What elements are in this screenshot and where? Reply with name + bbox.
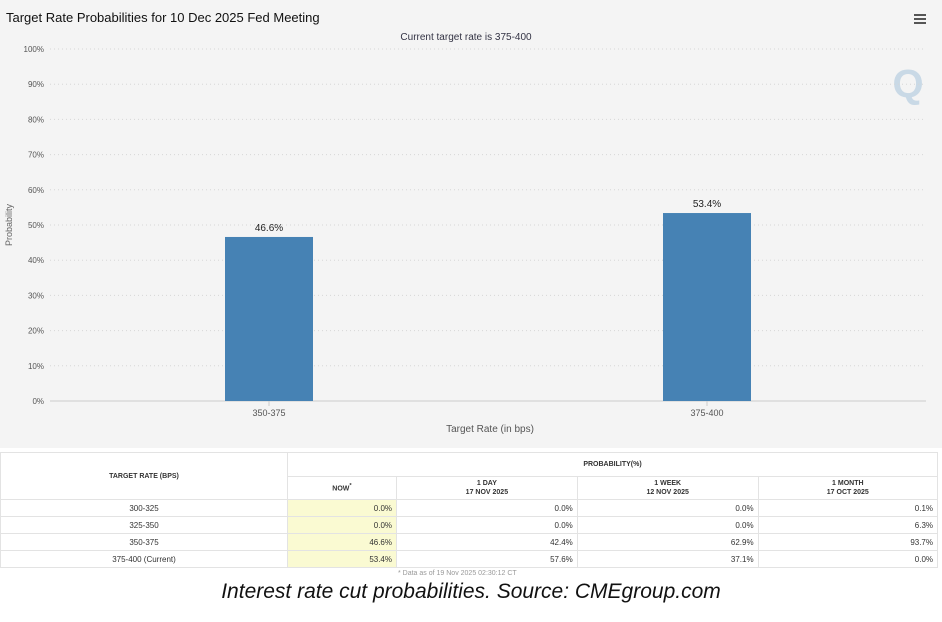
column-header-2: 1 WEEK 12 NOV 2025	[576, 475, 759, 500]
column-header-1: 1 DAY 17 NOV 2025	[396, 475, 578, 500]
probability-cell: 93.7%	[757, 533, 939, 551]
y-tick-label: 90%	[28, 80, 44, 89]
column-label: 1 WEEK	[654, 479, 682, 487]
probability-cell: 42.4%	[396, 533, 578, 551]
bar-375-400[interactable]	[663, 213, 751, 401]
grid-lines	[50, 48, 926, 402]
y-tick-label: 30%	[28, 291, 44, 300]
probability-cell: 0.0%	[396, 499, 578, 517]
probability-cell: 57.6%	[396, 550, 578, 568]
probability-cell: 0.0%	[757, 550, 939, 568]
column-header-0: NOW*	[287, 475, 397, 500]
rate-column-header: TARGET RATE (BPS)	[0, 452, 288, 500]
probability-cell: 0.0%	[576, 516, 759, 534]
probability-cell: 0.0%	[576, 499, 759, 517]
probability-header: PROBABILITY(%)	[287, 452, 938, 477]
chart-title: Target Rate Probabilities for 10 Dec 202…	[6, 10, 320, 25]
bar-data-label: 46.6%	[255, 223, 283, 234]
y-tick-label: 40%	[28, 256, 44, 265]
y-axis-label: Probability	[4, 203, 14, 246]
probability-cell: 46.6%	[287, 533, 397, 551]
probability-cell: 0.0%	[396, 516, 578, 534]
y-tick-label: 80%	[28, 115, 44, 124]
hamburger-menu-icon[interactable]	[914, 14, 926, 26]
y-axis-ticks: 0% 10% 20% 30% 40% 50% 60% 70% 80% 90% 100%	[24, 45, 44, 406]
rate-cell: 375-400 (Current)	[0, 550, 288, 568]
probability-cell: 37.1%	[576, 550, 759, 568]
y-tick-label: 20%	[28, 327, 44, 336]
column-label: 1 MONTH	[832, 479, 864, 487]
y-tick-label: 50%	[28, 221, 44, 230]
rate-cell: 300-325	[0, 499, 288, 517]
table-row: 375-400 (Current) 53.4% 57.6% 37.1% 0.0%	[0, 550, 939, 568]
bar-data-label: 53.4%	[693, 199, 721, 210]
chart-subtitle: Current target rate is 375-400	[400, 32, 532, 43]
table-row: 300-325 0.0% 0.0% 0.0% 0.1%	[0, 499, 939, 517]
y-tick-label: 0%	[32, 397, 44, 406]
column-label: 1 DAY	[476, 479, 497, 487]
x-axis-ticks: 350-375 375-400	[252, 401, 724, 418]
probability-cell: 62.9%	[576, 533, 759, 551]
table-row: 350-375 46.6% 42.4% 62.9% 93.7%	[0, 533, 939, 551]
column-date: 12 NOV 2025	[646, 488, 689, 496]
column-header-3: 1 MONTH 17 OCT 2025	[757, 475, 939, 500]
chart-panel: Target Rate Probabilities for 10 Dec 202…	[0, 0, 942, 448]
bar-350-375[interactable]	[225, 236, 313, 401]
bar-chart: Current target rate is 375-400 Q 0%10%20…	[4, 32, 926, 435]
probability-cell: 53.4%	[287, 550, 397, 568]
probability-cell: 0.0%	[287, 516, 397, 534]
rate-cell: 325-350	[0, 516, 288, 534]
x-tick-label: 375-400	[690, 408, 723, 418]
column-date: 17 OCT 2025	[826, 488, 869, 496]
probability-cell: 0.0%	[287, 499, 397, 517]
probability-cell: 0.1%	[757, 499, 939, 517]
column-label: NOW	[332, 485, 350, 493]
y-tick-label: 100%	[24, 45, 44, 54]
probability-table: TARGET RATE (BPS) PROBABILITY(%) NOW* 1 D…	[0, 452, 939, 568]
image-caption: Interest rate cut probabilities. Source:…	[221, 580, 721, 603]
column-date: 17 NOV 2025	[465, 488, 509, 496]
column-footnote-mark: *	[349, 483, 352, 490]
x-tick-label: 350-375	[252, 408, 285, 418]
rate-cell: 350-375	[0, 533, 288, 551]
y-tick-label: 70%	[28, 151, 44, 160]
y-tick-label: 10%	[28, 362, 44, 371]
table-row: 325-350 0.0% 0.0% 0.0% 6.3%	[0, 516, 939, 534]
x-axis-label: Target Rate (in bps)	[446, 424, 534, 435]
probability-cell: 6.3%	[757, 516, 939, 534]
data-timestamp-note: * Data as of 19 Nov 2025 02:30:12 CT	[398, 570, 517, 577]
y-tick-label: 60%	[28, 186, 44, 195]
bars: 46.6% 53.4%	[225, 199, 751, 401]
